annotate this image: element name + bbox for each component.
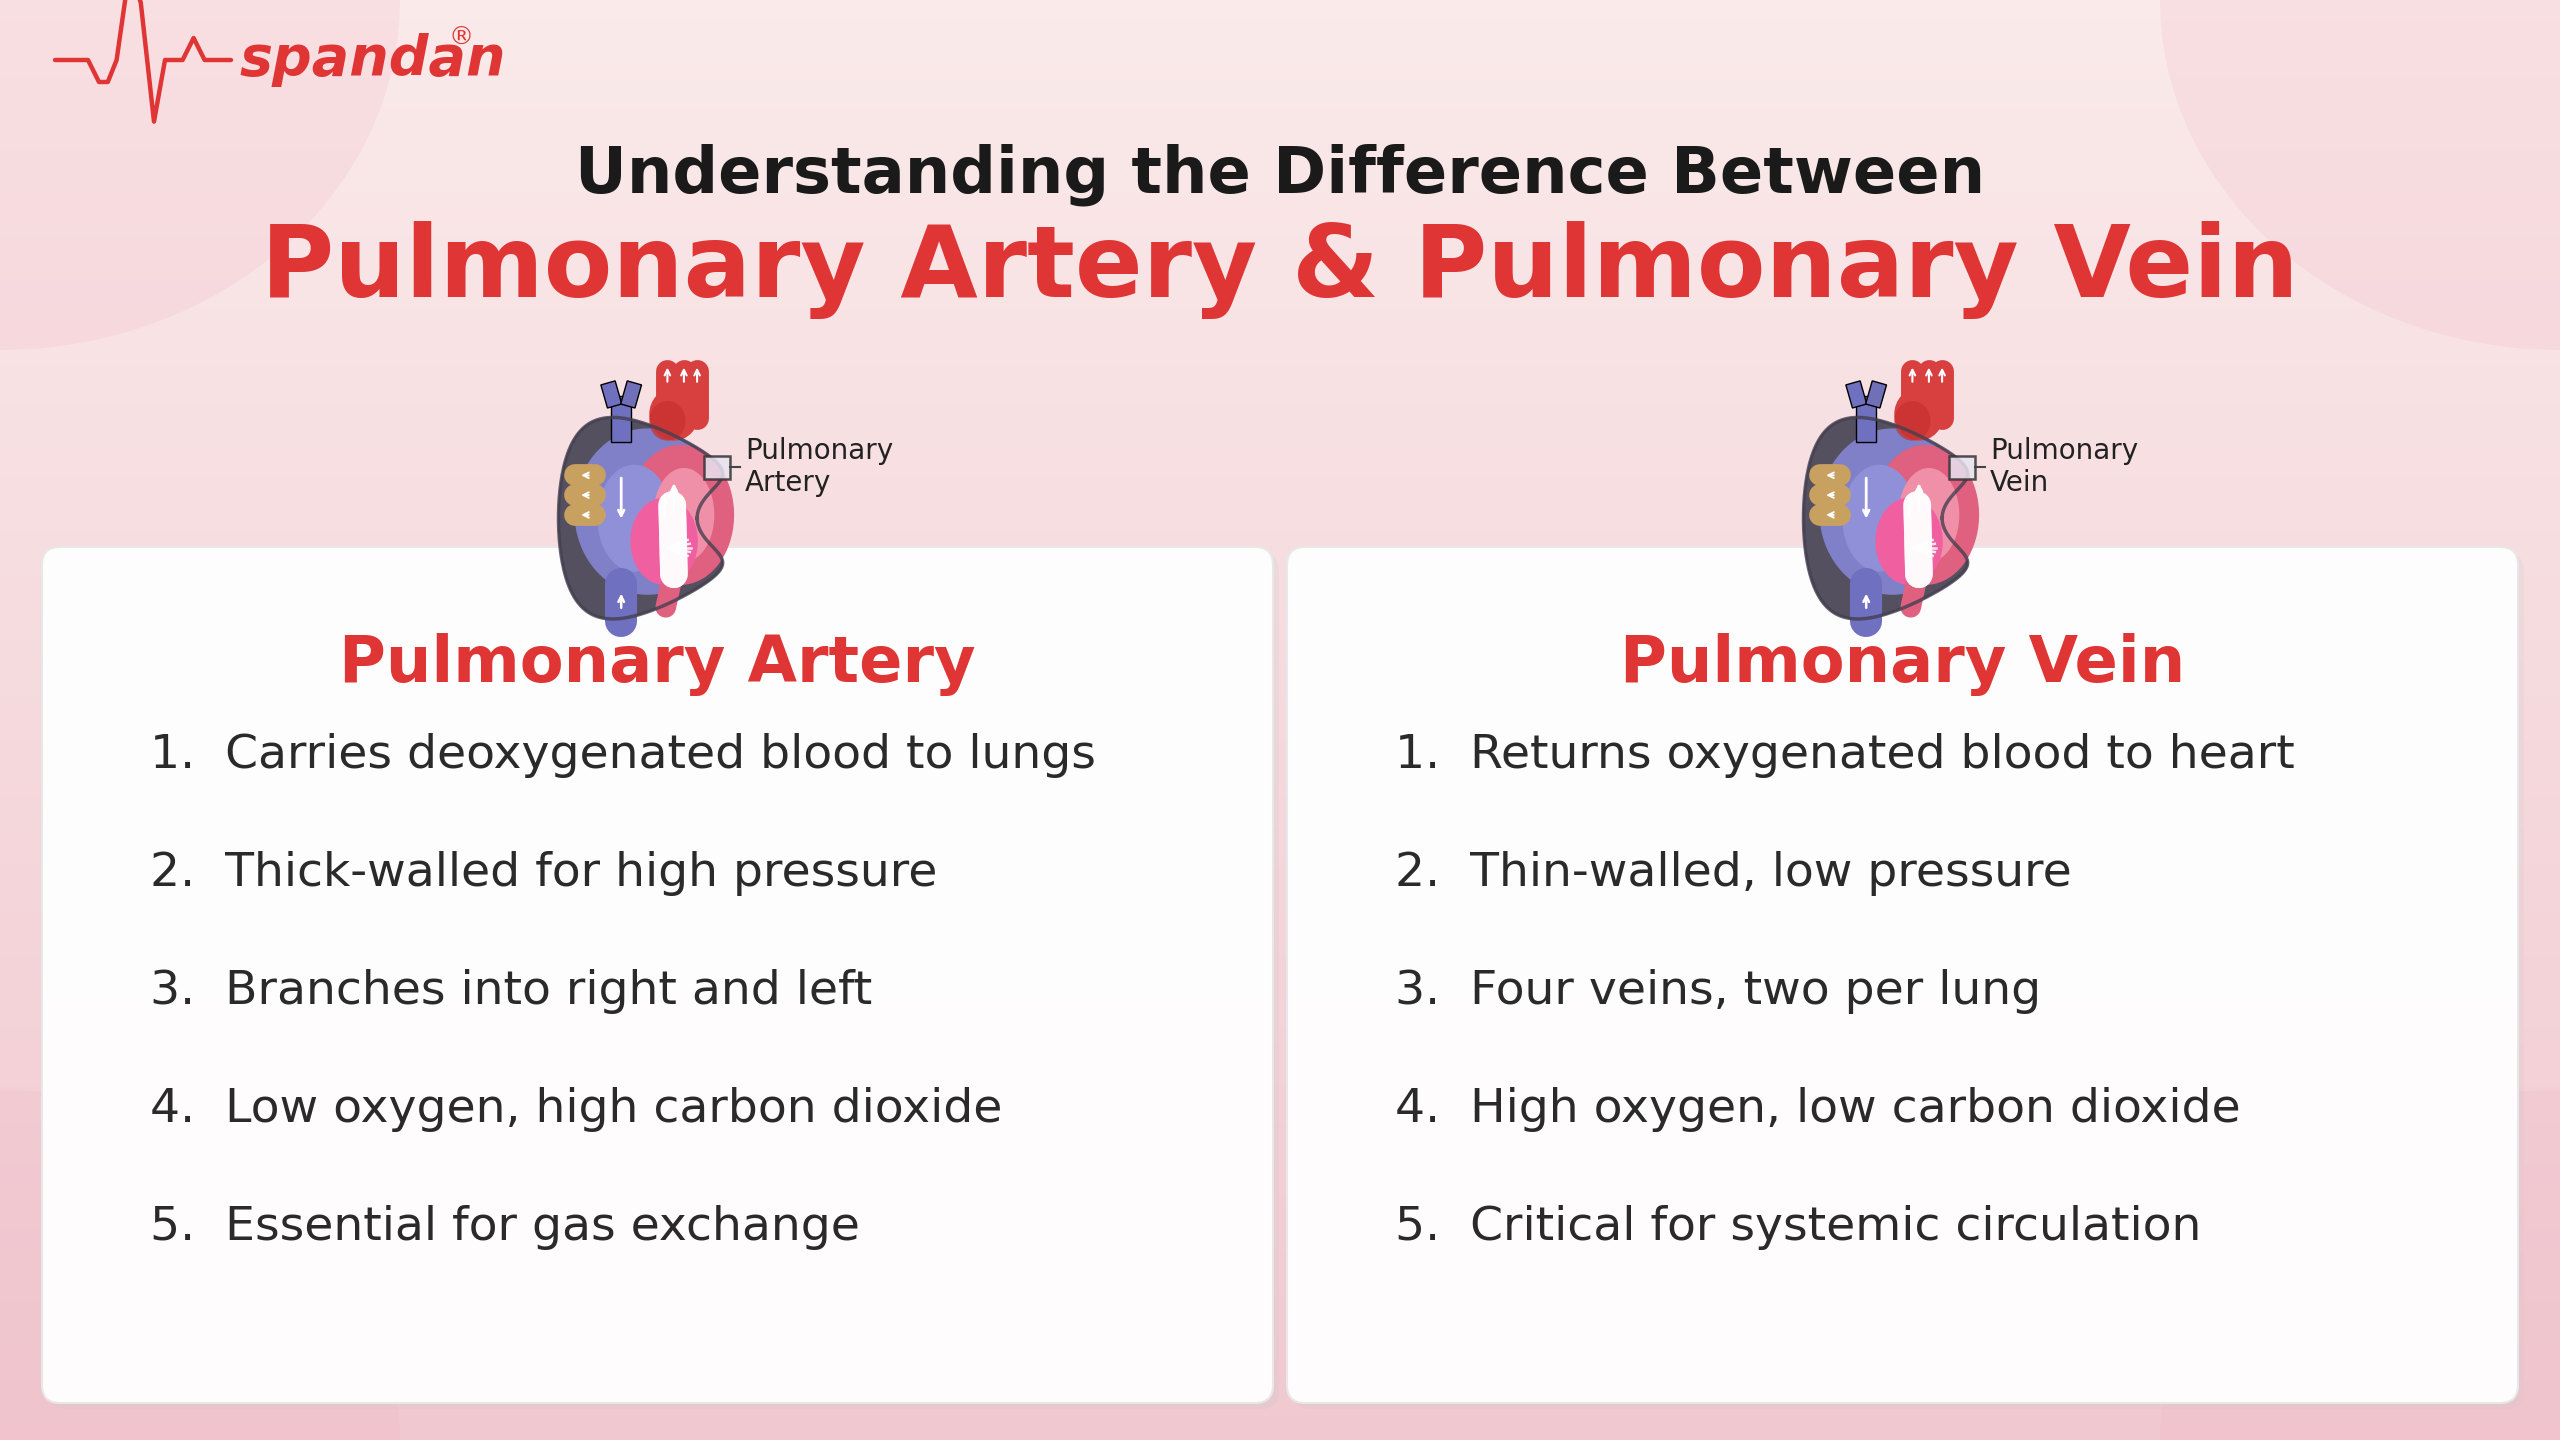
- Text: 3.  Branches into right and left: 3. Branches into right and left: [151, 969, 873, 1014]
- FancyBboxPatch shape: [1293, 553, 2524, 1408]
- FancyArrow shape: [1866, 380, 1887, 408]
- Text: spandan: spandan: [238, 33, 504, 86]
- Ellipse shape: [650, 387, 699, 441]
- Text: Pulmonary
Vein: Pulmonary Vein: [1989, 436, 2138, 497]
- Text: Pulmonary Vein: Pulmonary Vein: [1620, 634, 2186, 697]
- FancyBboxPatch shape: [1288, 547, 2519, 1403]
- FancyArrow shape: [612, 396, 632, 442]
- FancyArrow shape: [620, 380, 643, 408]
- Polygon shape: [1874, 445, 1979, 585]
- Polygon shape: [1900, 468, 1958, 562]
- Text: 5.  Critical for systemic circulation: 5. Critical for systemic circulation: [1395, 1204, 2202, 1250]
- FancyBboxPatch shape: [41, 547, 1272, 1403]
- Text: 1.  Carries deoxygenated blood to lungs: 1. Carries deoxygenated blood to lungs: [151, 733, 1096, 778]
- Ellipse shape: [650, 402, 686, 441]
- Text: 4.  High oxygen, low carbon dioxide: 4. High oxygen, low carbon dioxide: [1395, 1087, 2240, 1132]
- Text: ®: ®: [448, 26, 474, 50]
- Polygon shape: [1802, 418, 1969, 619]
- FancyBboxPatch shape: [49, 553, 1280, 1408]
- Text: Understanding the Difference Between: Understanding the Difference Between: [576, 144, 1984, 206]
- FancyArrow shape: [1856, 396, 1876, 442]
- Text: 1.  Returns oxygenated blood to heart: 1. Returns oxygenated blood to heart: [1395, 733, 2294, 778]
- Text: 3.  Four veins, two per lung: 3. Four veins, two per lung: [1395, 969, 2040, 1014]
- Polygon shape: [1876, 498, 1943, 585]
- Ellipse shape: [2161, 1090, 2560, 1440]
- Text: 5.  Essential for gas exchange: 5. Essential for gas exchange: [151, 1204, 860, 1250]
- Bar: [704, 455, 730, 478]
- FancyArrow shape: [1846, 380, 1866, 408]
- Text: 2.  Thick-walled for high pressure: 2. Thick-walled for high pressure: [151, 851, 937, 896]
- Text: Pulmonary Artery & Pulmonary Vein: Pulmonary Artery & Pulmonary Vein: [261, 220, 2299, 320]
- Polygon shape: [599, 465, 671, 572]
- Ellipse shape: [1894, 402, 1930, 441]
- Text: Pulmonary Artery: Pulmonary Artery: [338, 634, 975, 697]
- Polygon shape: [558, 418, 722, 619]
- Polygon shape: [632, 498, 696, 585]
- Bar: [1948, 455, 1976, 478]
- Polygon shape: [627, 445, 732, 585]
- Polygon shape: [655, 468, 714, 562]
- Ellipse shape: [0, 0, 399, 350]
- FancyArrow shape: [602, 380, 622, 408]
- Text: 4.  Low oxygen, high carbon dioxide: 4. Low oxygen, high carbon dioxide: [151, 1087, 1004, 1132]
- Text: 2.  Thin-walled, low pressure: 2. Thin-walled, low pressure: [1395, 851, 2071, 896]
- Ellipse shape: [0, 1090, 399, 1440]
- Polygon shape: [576, 429, 719, 595]
- Polygon shape: [1843, 465, 1915, 572]
- Polygon shape: [1820, 429, 1966, 595]
- Ellipse shape: [1894, 387, 1943, 441]
- Ellipse shape: [2161, 0, 2560, 350]
- Text: Pulmonary
Artery: Pulmonary Artery: [745, 436, 893, 497]
